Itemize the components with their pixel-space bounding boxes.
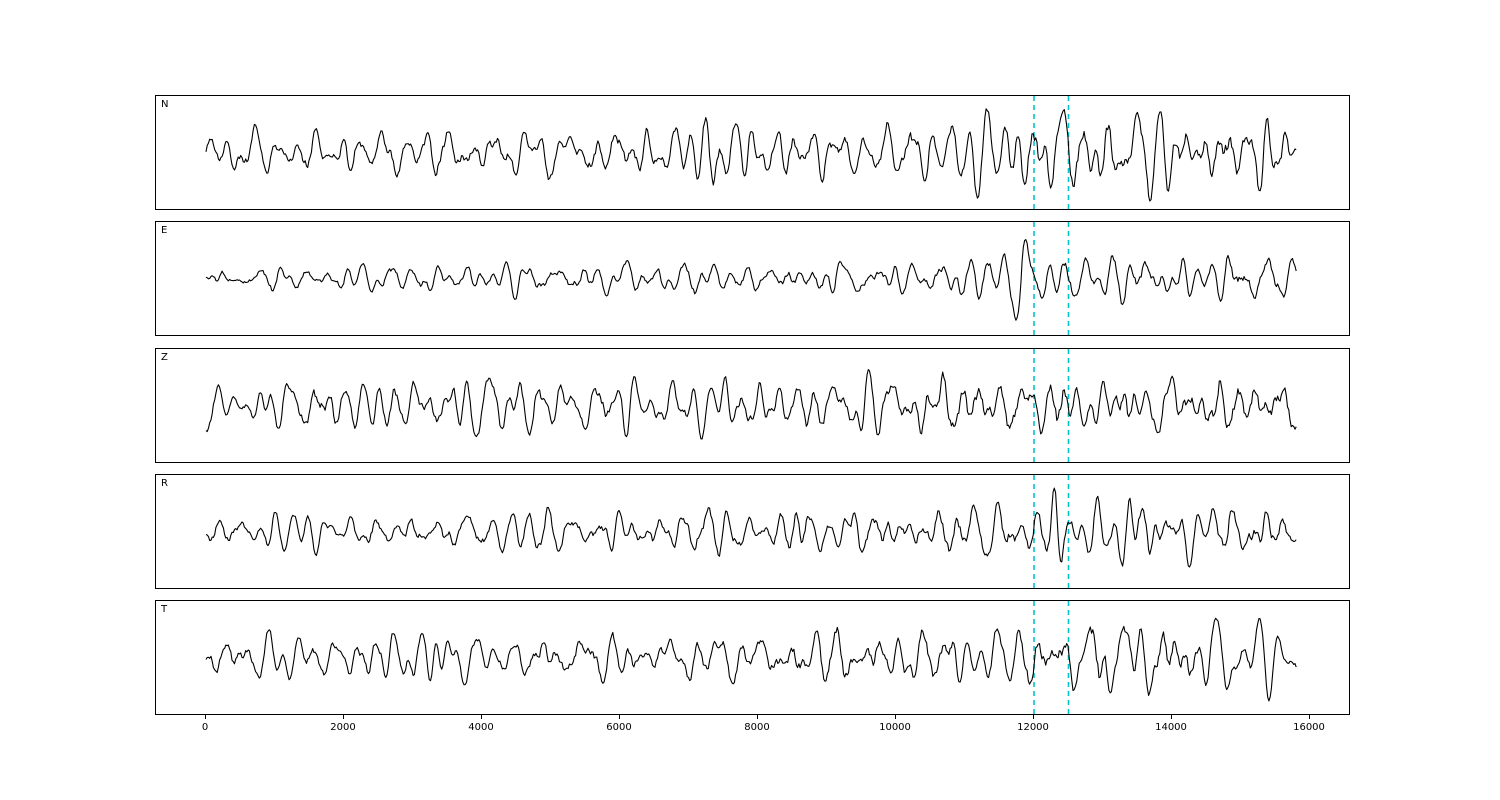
panel-label: R [161,477,168,489]
panel-E: E [155,221,1350,337]
x-tick-mark [205,715,206,719]
x-tick-mark [343,715,344,719]
waveform-canvas [205,96,1297,209]
trace-T [205,617,1297,702]
panel-R: R [155,473,1350,589]
panel-label: T [161,604,168,615]
panel-label: Z [161,351,168,363]
panel-N: N [155,95,1350,210]
trace-E [205,239,1297,321]
x-tick-label: 12000 [1017,722,1049,733]
trace-R [205,487,1297,568]
x-tick-label: 2000 [330,722,356,733]
x-tick-label: 4000 [468,722,494,733]
waveform-canvas [205,222,1297,336]
waveform-canvas [205,601,1297,714]
waveform-canvas [205,474,1297,588]
x-tick-label: 14000 [1155,722,1187,733]
x-tick-mark [481,715,482,719]
x-tick-mark [1309,715,1310,719]
x-axis: 0 2000 4000 6000 8000 10000 12000 14000 16000 [155,715,1350,747]
panel-Z: Z [155,347,1350,463]
x-tick-label: 8000 [744,722,770,733]
panel-T: T [155,600,1350,715]
x-tick-mark [895,715,896,719]
x-tick-label: 6000 [606,722,632,733]
x-tick-mark [757,715,758,719]
panel-label: E [161,225,168,237]
x-tick-mark [1033,715,1034,719]
waveform-canvas [205,348,1297,462]
panel-stack: N E Z R T [155,95,1350,715]
x-tick-label: 0 [201,722,209,733]
x-tick-mark [1171,715,1172,719]
panel-label: N [161,99,169,110]
trace-Z [205,368,1297,440]
x-tick-label: 16000 [1293,722,1325,733]
x-tick-label: 10000 [879,722,911,733]
trace-N [205,108,1297,202]
x-tick-mark [619,715,620,719]
waveform-figure: N E Z R T 0 2000 4000 6000 8000 10000 12000 140… [155,95,1350,755]
